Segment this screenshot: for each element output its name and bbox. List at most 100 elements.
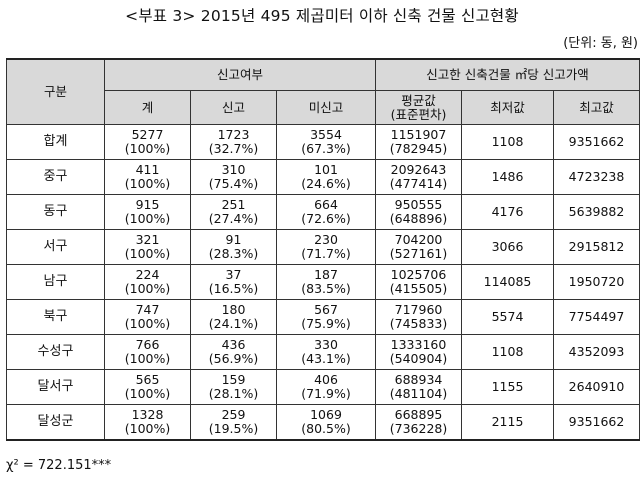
cell-reported-value: 259: [221, 406, 246, 422]
cell-max: 1950720: [552, 264, 641, 300]
cell-total: 915 (100%): [104, 194, 191, 230]
cell-reported-value: 436: [221, 337, 246, 352]
cell-mean-value: 950555: [394, 197, 443, 212]
cell-reported-sub: (28.1%): [208, 386, 259, 401]
cell-mean-sub: (782945): [389, 141, 448, 156]
cell-unreported-value: 567: [314, 302, 338, 317]
cell-unreported-sub: (71.7%): [301, 246, 351, 261]
cell-total-sub: (100%): [124, 351, 171, 366]
cell-total-sub: (100%): [124, 281, 171, 296]
cell-total-sub: (100%): [124, 316, 171, 331]
cell-max: 2640910: [552, 369, 641, 405]
cell-reported-value: 180: [221, 302, 246, 317]
cell-reported-value: 310: [221, 162, 246, 177]
cell-mean-value: 1151907: [390, 127, 447, 142]
cell-total-sub: (100%): [124, 386, 171, 401]
cell-unreported-sub: (43.1%): [301, 351, 351, 366]
cell-mean-value: 688934: [394, 372, 443, 387]
header-report-status: 신고여부: [104, 58, 376, 91]
cell-unreported: 664 (72.6%): [276, 194, 376, 230]
cell-reported: 310 (75.4%): [190, 159, 277, 195]
table-title: <부표 3> 2015년 495 제곱미터 이하 신축 건물 신고현황: [125, 7, 519, 25]
cell-unreported-value: 101: [314, 162, 338, 177]
cell-max: 4352093: [552, 334, 641, 370]
cell-unreported-sub: (24.6%): [301, 176, 351, 191]
cell-max: 4723238: [552, 159, 641, 195]
report-status-table: 구분 신고여부 신고한 신축건물 ㎡당 신고가액 계 신고 미신고 평균값 (표…: [6, 58, 641, 441]
table-row: 중구 411 (100%) 310 (75.4%) 101 (24.6%) 2092643 (4…: [6, 159, 641, 195]
cell-total-sub: (100%): [124, 211, 171, 226]
cell-min: 5574: [461, 299, 554, 335]
cell-reported-value: 91: [225, 232, 242, 247]
header-group: 구분: [6, 58, 105, 125]
cell-reported-sub: (32.7%): [208, 141, 259, 156]
cell-unreported-sub: (80.5%): [301, 420, 351, 436]
cell-total-sub: (100%): [124, 420, 171, 436]
header-price-group: 신고한 신축건물 ㎡당 신고가액: [374, 58, 641, 91]
cell-total: 766 (100%): [104, 334, 191, 370]
cell-unreported: 101 (24.6%): [276, 159, 376, 195]
cell-total-value: 565: [135, 372, 160, 387]
cell-unreported-sub: (75.9%): [301, 316, 351, 331]
cell-unreported-value: 406: [314, 372, 338, 387]
cell-unreported-value: 1069: [310, 406, 342, 422]
cell-mean: 688934 (481104): [375, 369, 462, 405]
cell-mean: 704200 (527161): [375, 229, 462, 265]
cell-max: 9351662: [552, 124, 641, 160]
cell-unreported-value: 330: [314, 337, 338, 352]
cell-mean-sub: (481104): [389, 386, 448, 401]
cell-reported-value: 159: [221, 372, 246, 387]
table-row: 서구 321 (100%) 91 (28.3%) 230 (71.7%) 704200 (527…: [6, 229, 641, 265]
cell-reported: 1723 (32.7%): [190, 124, 277, 160]
cell-group: 중구: [6, 159, 105, 195]
cell-mean-sub: (540904): [389, 351, 448, 366]
cell-mean-sub: (736228): [389, 420, 448, 436]
cell-reported-sub: (19.5%): [208, 420, 259, 436]
cell-reported: 91 (28.3%): [190, 229, 277, 265]
cell-mean-value: 668895: [394, 406, 443, 422]
cell-mean-sub: (415505): [389, 281, 448, 296]
cell-group: 합계: [6, 124, 105, 160]
cell-unreported-sub: (67.3%): [301, 141, 351, 156]
table-row: 달성군 1328 (100%) 259 (19.5%) 1069 (80.5%) 668895…: [6, 404, 641, 440]
cell-min: 1486: [461, 159, 554, 195]
cell-group: 남구: [6, 264, 105, 300]
cell-reported-sub: (75.4%): [208, 176, 259, 191]
header-total: 계: [104, 90, 191, 125]
cell-group: 달성군: [6, 404, 105, 440]
table-row: 북구 747 (100%) 180 (24.1%) 567 (75.9%) 717960 (74…: [6, 299, 641, 335]
table-row: 남구 224 (100%) 37 (16.5%) 187 (83.5%) 1025706 (41…: [6, 264, 641, 300]
table-body: 합계 5277 (100%) 1723 (32.7%) 3554 (67.3%) 115190…: [6, 124, 641, 440]
cell-unreported: 1069 (80.5%): [276, 404, 376, 440]
cell-min: 3066: [461, 229, 554, 265]
cell-unreported-sub: (72.6%): [301, 211, 351, 226]
cell-reported: 259 (19.5%): [190, 404, 277, 440]
cell-reported: 37 (16.5%): [190, 264, 277, 300]
cell-reported-sub: (24.1%): [208, 316, 259, 331]
cell-group: 서구: [6, 229, 105, 265]
cell-total-value: 411: [135, 162, 160, 177]
cell-total-sub: (100%): [124, 141, 171, 156]
cell-min: 114085: [461, 264, 554, 300]
cell-min: 4176: [461, 194, 554, 230]
cell-total-value: 747: [135, 302, 160, 317]
header-min: 최저값: [461, 90, 554, 125]
cell-reported: 436 (56.9%): [190, 334, 277, 370]
cell-max: 9351662: [552, 404, 641, 440]
cell-total-value: 5277: [131, 127, 164, 142]
cell-min: 1108: [461, 334, 554, 370]
cell-total: 321 (100%): [104, 229, 191, 265]
cell-unreported-value: 664: [314, 197, 338, 212]
cell-unreported-sub: (71.9%): [301, 386, 351, 401]
cell-unreported: 3554 (67.3%): [276, 124, 376, 160]
cell-unreported-value: 230: [314, 232, 338, 247]
cell-reported-sub: (56.9%): [208, 351, 259, 366]
cell-mean-sub: (745833): [389, 316, 448, 331]
cell-total: 1328 (100%): [104, 404, 191, 440]
header-mean-line1: 평균값: [401, 92, 436, 108]
cell-total-value: 224: [135, 267, 160, 282]
cell-reported: 159 (28.1%): [190, 369, 277, 405]
cell-total: 747 (100%): [104, 299, 191, 335]
cell-reported-sub: (27.4%): [208, 211, 259, 226]
table-row: 합계 5277 (100%) 1723 (32.7%) 3554 (67.3%) 115190…: [6, 124, 641, 160]
